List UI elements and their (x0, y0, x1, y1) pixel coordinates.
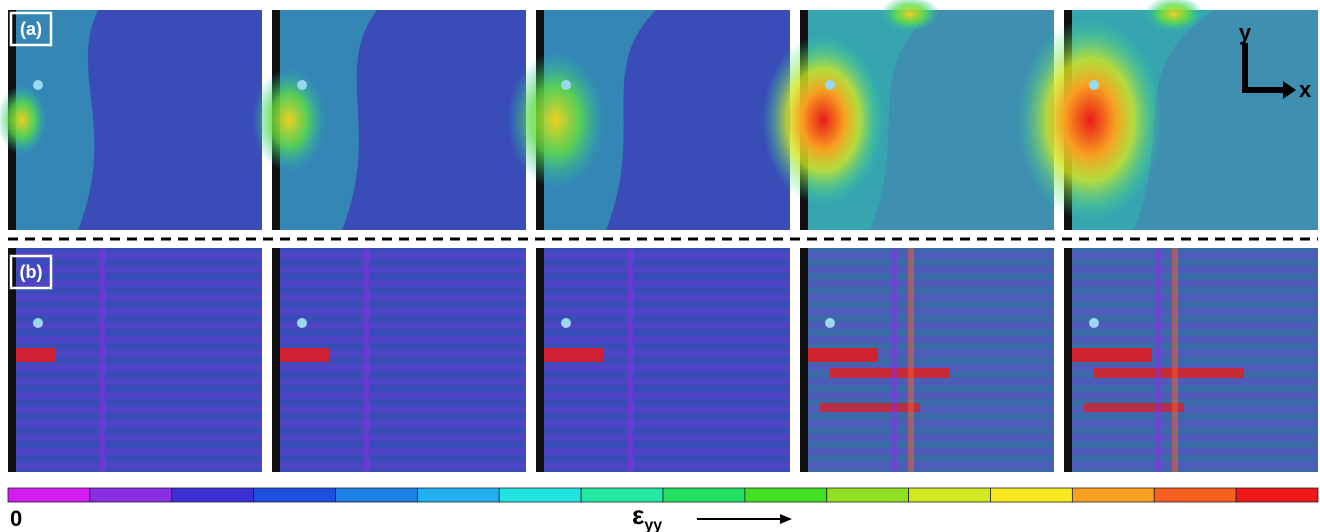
colorbar-segment (1153, 487, 1237, 503)
strain-line (1156, 248, 1161, 472)
strain-line (364, 248, 369, 472)
marker-dot (297, 80, 307, 90)
strain-region (16, 10, 98, 230)
specimen-edge (800, 248, 808, 472)
marker-dot (825, 318, 835, 328)
strain-line (100, 248, 105, 472)
arrow-head (1283, 81, 1296, 99)
strain-line (1172, 248, 1178, 472)
colorbar-segment (335, 487, 418, 503)
colorbar-segment (908, 487, 991, 503)
band-pattern (16, 248, 262, 472)
strain-map (8, 248, 262, 472)
colorbar-min-label: 0 (10, 506, 22, 531)
strain-map (252, 10, 526, 230)
strain-band (544, 348, 604, 362)
colorbar (7, 487, 1319, 503)
colorbar-symbol: εyy (632, 500, 662, 532)
panel-label: (a) (20, 19, 42, 39)
label-box (9, 11, 53, 47)
subscript: yy (644, 517, 662, 532)
axis-label: y (1239, 20, 1252, 45)
strain-band (1094, 368, 1244, 378)
marker-dot (825, 80, 835, 90)
colorbar-segment (1071, 487, 1155, 503)
strain-map (800, 248, 1054, 472)
marker-dot (297, 318, 307, 328)
strain-line (908, 248, 914, 472)
symbol: ε (632, 500, 644, 530)
strain-band (1072, 348, 1152, 362)
strain-line (892, 248, 897, 472)
hotspot (762, 34, 884, 206)
marker-dot (561, 318, 571, 328)
strain-map (536, 248, 790, 472)
strain-band (820, 403, 920, 412)
label-box (9, 254, 53, 290)
colorbar-segment (89, 487, 173, 503)
axis-arrow (1242, 43, 1285, 93)
colorbar-segment (826, 487, 910, 503)
strain-map (1017, 0, 1318, 230)
colorbar-segment (744, 487, 828, 503)
marker-dot (1089, 318, 1099, 328)
colorbar-segment (253, 487, 336, 503)
strain-band (280, 348, 330, 362)
axis-label: x (1299, 77, 1312, 102)
arrow-head (780, 514, 792, 524)
colorbar-segment (580, 487, 664, 503)
strain-band (1084, 403, 1184, 412)
hotspot (1144, 0, 1204, 32)
colorbar-segment (1235, 487, 1319, 503)
strain-map (272, 248, 526, 472)
strain-map (507, 10, 790, 230)
colorbar-segment (171, 487, 255, 503)
hotspot (880, 0, 940, 32)
panels (0, 0, 1318, 472)
hotspot (0, 85, 47, 155)
specimen-edge (8, 248, 16, 472)
marker-dot (1089, 80, 1099, 90)
hotspot (1017, 17, 1163, 223)
colorbar-segment (7, 487, 91, 503)
strain-band (808, 348, 878, 362)
specimen-edge (1064, 248, 1072, 472)
strain-map (1064, 248, 1318, 472)
colorbar-segment (498, 487, 582, 503)
axis-indicator: y x (1239, 20, 1312, 102)
strain-map (0, 10, 262, 230)
specimen-edge (536, 248, 544, 472)
strain-line (628, 248, 633, 472)
panel-label: (b) (20, 262, 43, 282)
strain-band (16, 348, 56, 362)
strain-band (830, 368, 950, 378)
marker-dot (33, 318, 43, 328)
specimen-edge (272, 248, 280, 472)
strain-region (280, 10, 377, 230)
marker-dot (561, 80, 571, 90)
hotspot (507, 51, 605, 189)
colorbar-segment (990, 487, 1073, 503)
strain-map (762, 0, 1054, 230)
hotspot (252, 68, 326, 172)
colorbar-segment (416, 487, 500, 503)
colorbar-segment (662, 487, 746, 503)
marker-dot (33, 80, 43, 90)
